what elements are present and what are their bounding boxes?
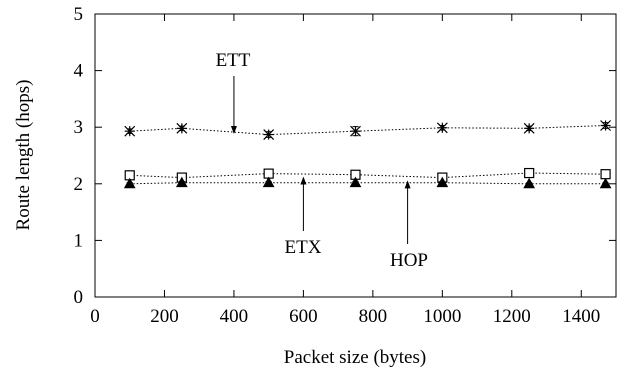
ett-point [176, 122, 188, 134]
hop-series [123, 176, 612, 189]
y-tick-label: 5 [74, 4, 84, 25]
hop-line [129, 182, 606, 185]
tick-labels: 0 200 400 600 800 1000 1200 1400 0 1 2 3 4 5 [74, 4, 601, 327]
hop-label: HOP [390, 250, 428, 271]
x-tick-label: 1400 [562, 306, 600, 327]
etx-annotation: ETX [285, 176, 322, 258]
x-tick-label: 200 [150, 306, 179, 327]
x-tick-label: 1000 [423, 306, 461, 327]
series-layer [123, 120, 612, 189]
ett-series [124, 120, 612, 140]
etx-point [600, 169, 611, 180]
x-tick-label: 0 [90, 306, 100, 327]
hop-point [523, 177, 536, 189]
x-tick-label: 1200 [493, 306, 531, 327]
etx-series [124, 167, 611, 183]
ett-point [263, 129, 275, 140]
y-axis-label: Route length (hops) [13, 80, 34, 231]
etx-point [524, 167, 535, 179]
ett-label: ETT [216, 50, 251, 71]
x-tick-label: 600 [289, 306, 318, 327]
hop-annotation: HOP [390, 180, 428, 271]
annotation-layer: ETT ETX HOP [216, 50, 428, 271]
x-tick-label: 800 [359, 306, 388, 327]
ett-arrowhead [230, 125, 237, 134]
hop-point [175, 176, 188, 188]
hop-point [436, 176, 449, 188]
ett-annotation: ETT [216, 50, 251, 134]
x-axis-label: Packet size (bytes) [284, 347, 426, 368]
y-tick-label: 3 [74, 117, 84, 138]
hop-point [599, 177, 612, 189]
y-tick-label: 0 [74, 287, 84, 308]
etx-label: ETX [285, 237, 322, 258]
x-tick-label: 400 [220, 306, 249, 327]
y-tick-label: 1 [74, 230, 84, 251]
plot-frame [94, 13, 617, 298]
axis-ticks [94, 13, 616, 298]
hop-point [123, 177, 136, 189]
y-tick-label: 2 [74, 174, 84, 195]
etx-arrowhead [300, 176, 307, 185]
hop-point [262, 176, 275, 188]
hop-point [349, 176, 362, 188]
y-tick-label: 4 [74, 61, 84, 82]
ett-point [523, 122, 535, 134]
ett-point [436, 122, 448, 134]
ett-point [350, 125, 361, 137]
ett-point [600, 120, 612, 131]
ett-point [124, 125, 136, 137]
hop-arrowhead [404, 180, 411, 189]
